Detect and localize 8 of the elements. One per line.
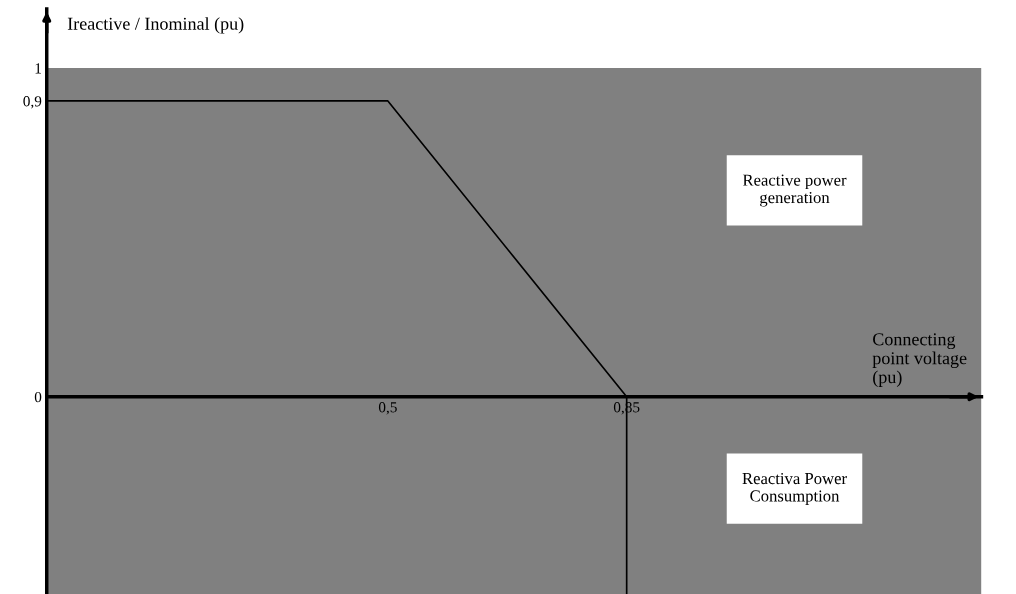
y-axis-title: Ireactive / Inominal (pu) xyxy=(67,17,244,34)
y-tick-label: 1 xyxy=(35,63,41,74)
x-tick-label: 0,5 xyxy=(378,402,397,415)
x-axis-title: Connecting point voltage (pu) xyxy=(872,333,967,387)
y-tick-label: 0,9 xyxy=(23,96,42,109)
annotation: Reactiva Power Consumption xyxy=(742,472,847,505)
y-tick-label: 0 xyxy=(34,391,42,403)
annotation: Reactive power generation xyxy=(742,174,847,207)
